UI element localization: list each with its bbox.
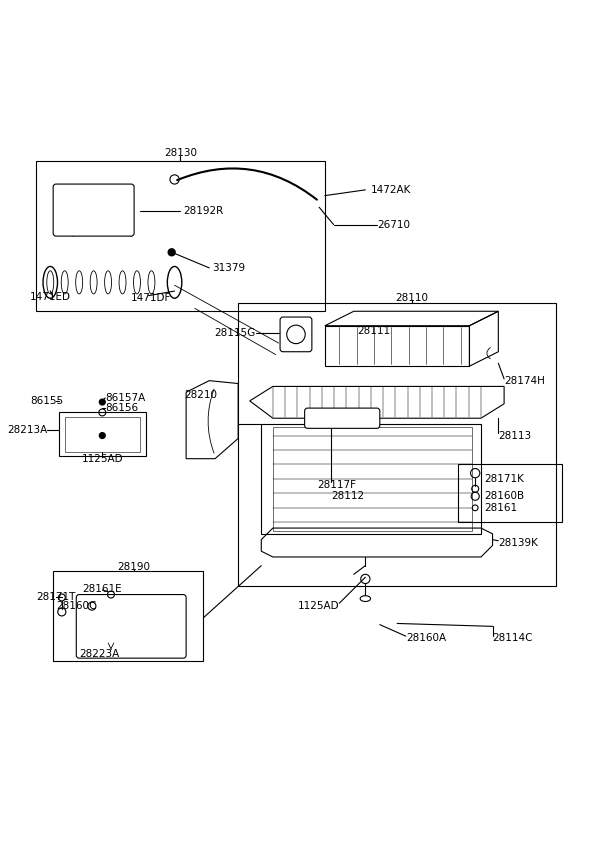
Text: 26710: 26710 <box>377 220 410 230</box>
Text: 28110: 28110 <box>395 293 428 303</box>
Bar <box>65 417 140 452</box>
Text: 28192R: 28192R <box>183 206 224 215</box>
Text: 28160C: 28160C <box>56 601 96 611</box>
Text: 28160A: 28160A <box>406 633 446 643</box>
Text: 28160B: 28160B <box>484 491 524 501</box>
Text: 28174H: 28174H <box>504 376 545 386</box>
Text: 28113: 28113 <box>498 431 532 441</box>
Circle shape <box>168 248 175 256</box>
Text: 86157A: 86157A <box>105 393 145 403</box>
FancyBboxPatch shape <box>280 317 312 352</box>
Text: 1472AK: 1472AK <box>371 185 411 195</box>
Text: 28117F: 28117F <box>317 480 356 489</box>
Text: 28223A: 28223A <box>79 649 120 659</box>
Text: 1125AD: 1125AD <box>298 601 340 611</box>
Bar <box>59 412 146 455</box>
Text: 1125AD: 1125AD <box>81 454 123 464</box>
Text: 1471DF: 1471DF <box>131 293 172 303</box>
Text: 28190: 28190 <box>118 562 151 572</box>
Text: 86156: 86156 <box>105 404 138 413</box>
Text: 28115G: 28115G <box>214 327 255 338</box>
Bar <box>458 465 562 522</box>
Bar <box>36 161 325 311</box>
Bar <box>238 303 556 586</box>
Bar <box>96 612 166 652</box>
Text: 28139K: 28139K <box>498 538 538 548</box>
Text: 28111: 28111 <box>358 326 390 337</box>
Text: 28210: 28210 <box>184 390 217 400</box>
Circle shape <box>99 432 105 438</box>
FancyBboxPatch shape <box>77 594 186 658</box>
Text: 86155: 86155 <box>30 396 63 406</box>
Circle shape <box>99 399 105 405</box>
FancyBboxPatch shape <box>304 408 380 428</box>
Text: 31379: 31379 <box>212 263 245 273</box>
FancyBboxPatch shape <box>53 184 134 236</box>
Bar <box>261 424 481 534</box>
Text: 1471ED: 1471ED <box>30 292 71 302</box>
Text: 28114C: 28114C <box>493 633 533 643</box>
Text: 28112: 28112 <box>331 491 365 501</box>
Text: 28171T: 28171T <box>36 593 75 602</box>
Bar <box>273 427 472 531</box>
Text: 28161: 28161 <box>484 503 517 513</box>
Text: 28213A: 28213A <box>7 425 47 435</box>
Bar <box>108 632 129 650</box>
Bar <box>53 572 203 661</box>
Text: 28171K: 28171K <box>484 474 524 484</box>
Text: 28130: 28130 <box>164 148 197 159</box>
Text: 28161E: 28161E <box>82 583 121 594</box>
